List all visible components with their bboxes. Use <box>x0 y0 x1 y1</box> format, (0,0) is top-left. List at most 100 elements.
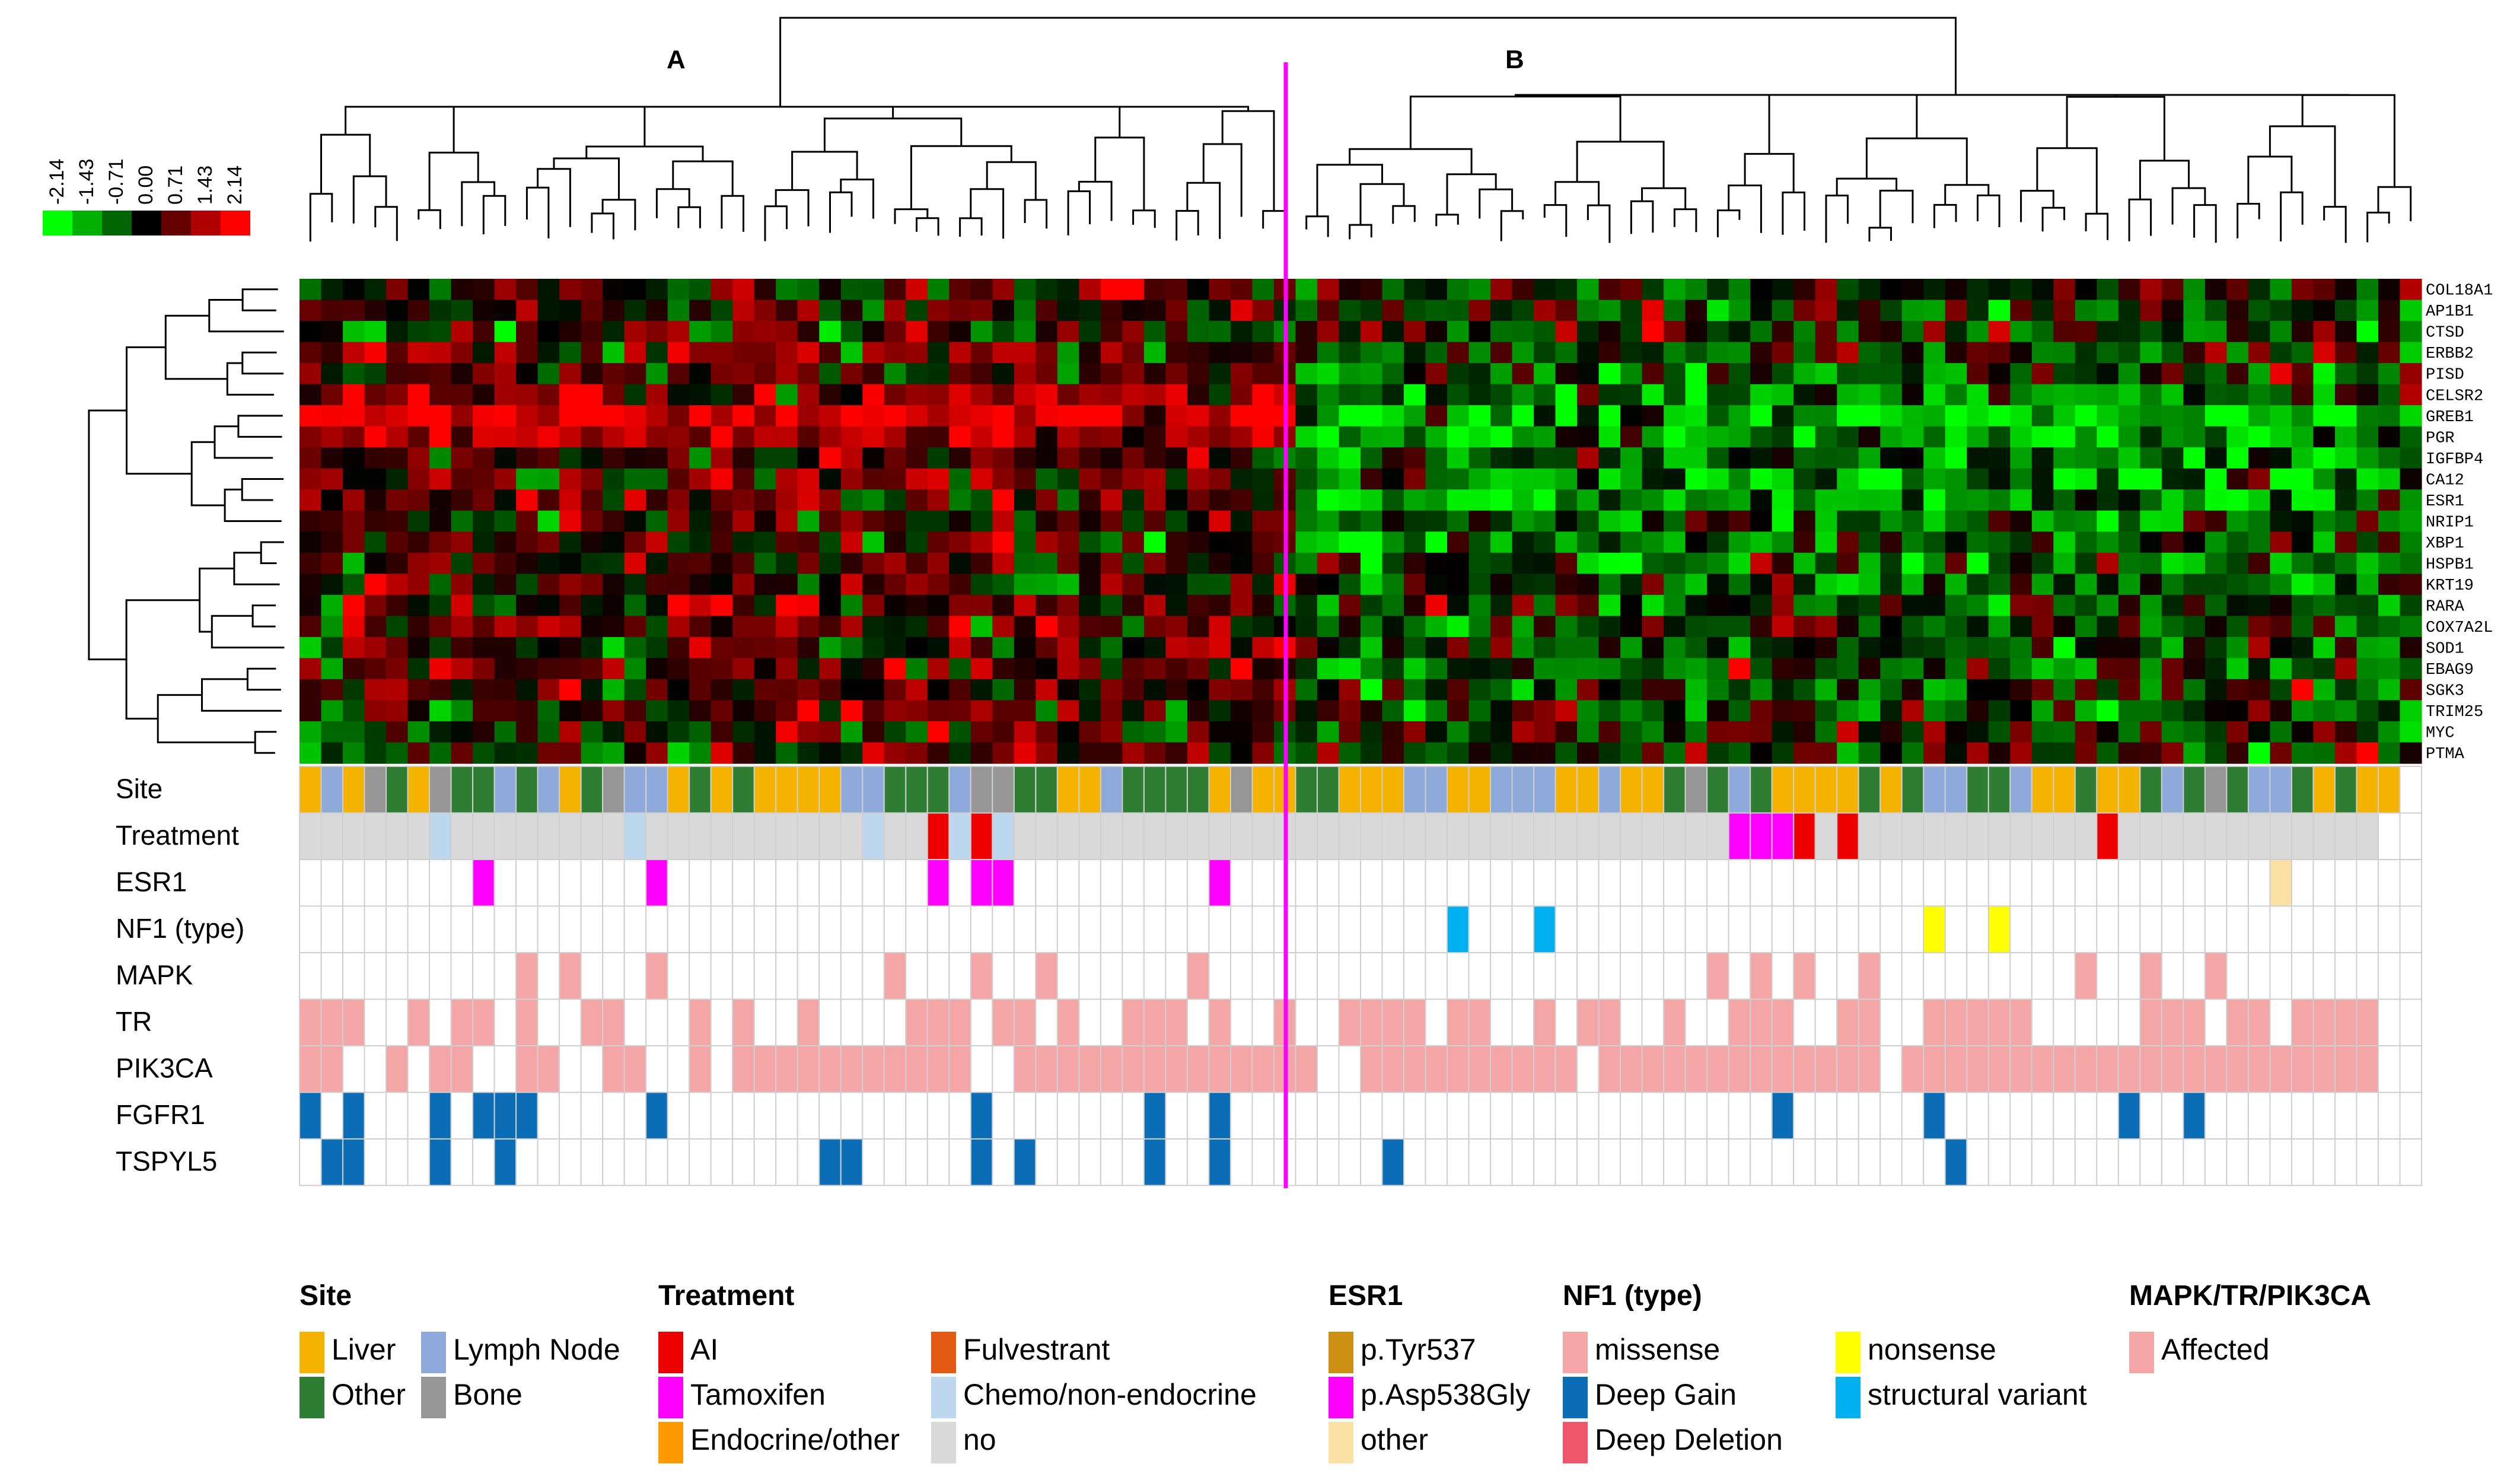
heatmap-cell <box>1923 510 1946 532</box>
heatmap-cell <box>1793 636 1816 658</box>
heatmap-cell <box>970 700 993 722</box>
annotation-cell <box>1360 1091 1383 1140</box>
heatmap-cell <box>906 574 928 596</box>
heatmap-cell <box>949 405 971 427</box>
annotation-cell <box>1122 766 1145 814</box>
heatmap-cell <box>819 384 842 406</box>
heatmap-cell <box>732 742 755 764</box>
annotation-cell <box>667 812 690 860</box>
annotation-cell <box>689 766 712 814</box>
heatmap-cell <box>2248 700 2271 722</box>
heatmap-cell <box>2291 405 2314 427</box>
heatmap-cell <box>1447 363 1470 385</box>
heatmap-cell <box>473 658 495 680</box>
annotation-cell <box>2377 1091 2401 1140</box>
annotation-cell <box>1620 1091 1643 1140</box>
heatmap-cell <box>797 510 820 532</box>
heatmap-cell <box>862 405 885 427</box>
heatmap-cell <box>840 384 863 406</box>
heatmap-cell <box>537 447 560 469</box>
heatmap-cell <box>2378 574 2401 596</box>
heatmap-cell <box>364 279 387 301</box>
heatmap-cell <box>667 321 690 343</box>
heatmap-cell <box>1252 468 1275 490</box>
heatmap-cell <box>1143 636 1167 658</box>
annotation-cell <box>1598 1138 1621 1186</box>
annotation-cell <box>2356 1091 2379 1140</box>
heatmap-cell <box>2378 342 2401 364</box>
heatmap-cell <box>624 363 646 385</box>
annotation-cell <box>342 952 365 1000</box>
heatmap-cell <box>1447 300 1470 322</box>
heatmap-cell <box>1382 300 1404 322</box>
heatmap-cell <box>1945 742 1967 764</box>
heatmap-cell <box>754 594 776 616</box>
heatmap-cell <box>819 426 842 448</box>
heatmap-cell <box>1447 279 1470 301</box>
heatmap-cell <box>1707 679 1729 701</box>
annotation-cell <box>775 812 798 860</box>
heatmap-cell <box>1577 300 1600 322</box>
heatmap-cell <box>1036 510 1058 532</box>
heatmap-cell <box>992 363 1015 385</box>
heatmap-cell <box>1230 321 1253 343</box>
heatmap-cell <box>603 384 625 406</box>
heatmap-cell <box>2097 363 2119 385</box>
heatmap-cell <box>1382 742 1404 764</box>
heatmap-cell <box>2097 679 2119 701</box>
annotation-cell <box>1858 812 1881 860</box>
heatmap-cell <box>1772 721 1794 743</box>
heatmap-cell <box>2053 616 2076 638</box>
heatmap-cell <box>1079 552 1101 574</box>
heatmap-cell <box>2140 574 2162 596</box>
annotation-cell <box>1966 952 1989 1000</box>
heatmap-cell <box>516 363 539 385</box>
annotation-cell <box>883 998 907 1046</box>
heatmap-cell <box>949 426 971 448</box>
heatmap-cell <box>1512 510 1534 532</box>
annotation-cell <box>2290 859 2314 907</box>
heatmap-cell <box>2400 658 2422 680</box>
heatmap-cell <box>776 658 798 680</box>
heatmap-cell <box>1555 300 1578 322</box>
heatmap-cell <box>1361 489 1383 511</box>
legend-swatch <box>931 1332 956 1373</box>
heatmap-cell <box>1187 342 1210 364</box>
heatmap-cell <box>1512 489 1534 511</box>
heatmap-cell <box>1577 363 1600 385</box>
heatmap-cell <box>884 594 906 616</box>
dendrogram-branch <box>2114 94 2350 97</box>
heatmap-cell <box>2031 594 2054 616</box>
annotation-cell <box>493 1045 517 1093</box>
heatmap-cell <box>1858 552 1881 574</box>
annotation-cell <box>2269 905 2292 953</box>
heatmap-cell <box>1837 342 1859 364</box>
heatmap-cell <box>1404 700 1426 722</box>
heatmap-cell <box>2356 552 2379 574</box>
heatmap-cell <box>1317 363 1340 385</box>
heatmap-cell <box>537 405 560 427</box>
heatmap-cell <box>494 574 517 596</box>
annotation-cell <box>1165 905 1188 953</box>
heatmap-cell <box>927 300 950 322</box>
annotation-cell <box>710 998 734 1046</box>
heatmap-cell <box>1252 700 1275 722</box>
annotation-cell <box>450 998 474 1046</box>
heatmap-cell <box>1967 321 1989 343</box>
heatmap-cell <box>1880 363 1903 385</box>
heatmap-cell <box>2075 742 2097 764</box>
annotation-cell <box>1490 1138 1513 1186</box>
annotation-cell <box>1620 1138 1643 1186</box>
annotation-cell <box>1468 859 1492 907</box>
heatmap-cell <box>1620 489 1643 511</box>
heatmap-cell <box>1100 594 1123 616</box>
heatmap-cell <box>1685 363 1707 385</box>
annotation-cell <box>2247 766 2271 814</box>
heatmap-cell <box>2400 700 2422 722</box>
heatmap-cell <box>2334 279 2357 301</box>
annotation-cell <box>515 905 539 953</box>
heatmap-cell <box>906 405 928 427</box>
heatmap-cell <box>1425 574 1448 596</box>
annotation-cell <box>1056 1138 1080 1186</box>
annotation-cell <box>1923 952 1946 1000</box>
